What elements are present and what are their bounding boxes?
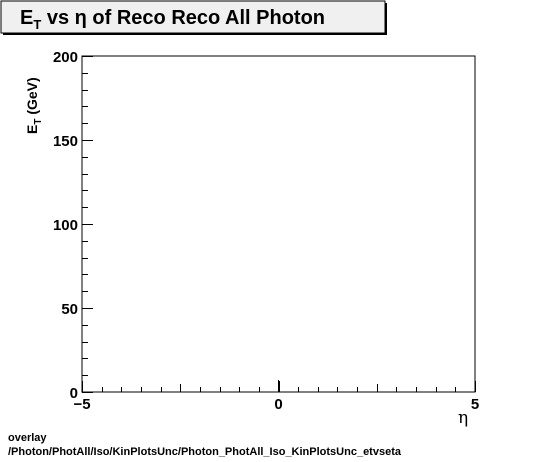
x-axis-label: η: [458, 408, 468, 428]
y-tick-label: 200: [53, 49, 78, 66]
chart-title-box: ET vs η of Reco Reco All Photon: [0, 0, 387, 35]
footer-overlay-label: overlay: [8, 432, 47, 444]
x-tick-label: −5: [73, 396, 90, 413]
y-tick-label: 150: [53, 133, 78, 150]
footer-path-label: /Photon/PhotAll/Iso/KinPlotsUnc/Photon_P…: [8, 446, 401, 458]
y-axis-label: ET (GeV): [24, 77, 44, 134]
plot-frame: [81, 55, 476, 393]
chart-title: ET vs η of Reco Reco All Photon: [20, 7, 325, 32]
x-tick-label: 5: [471, 396, 479, 413]
y-tick-label: 100: [53, 217, 78, 234]
x-tick-label: 0: [274, 396, 282, 413]
y-tick-label: 50: [61, 301, 78, 318]
y-tick-label: 0: [70, 385, 78, 402]
